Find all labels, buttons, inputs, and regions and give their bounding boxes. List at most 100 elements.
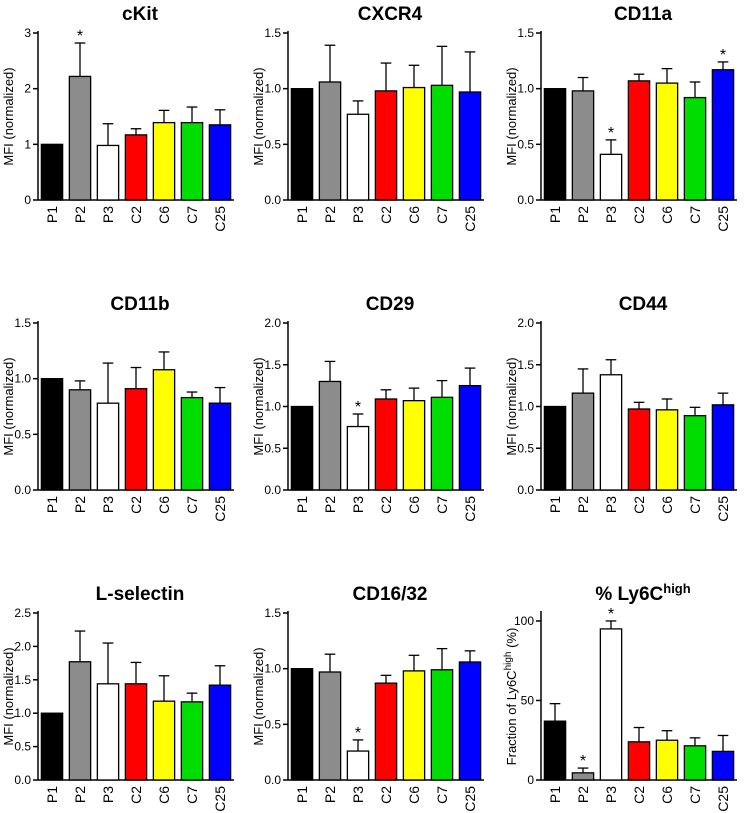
y-tick-label: 0.5 <box>14 740 31 754</box>
x-tick-label: C25 <box>462 786 478 812</box>
y-tick-label: 1.0 <box>264 82 281 96</box>
x-tick-label: C6 <box>659 496 675 514</box>
significance-marker: * <box>720 47 726 64</box>
y-tick-label: 0.0 <box>517 483 534 497</box>
x-tick-label: C2 <box>378 786 394 804</box>
bar-c7 <box>430 84 454 201</box>
x-tick-label: P3 <box>603 786 619 803</box>
x-tick-label: P3 <box>350 786 366 803</box>
x-tick-label: C25 <box>715 206 731 232</box>
y-tick-label: 1.0 <box>264 400 281 414</box>
bar-p1 <box>290 405 314 491</box>
x-tick-label: C25 <box>212 786 228 812</box>
x-tick-label: P3 <box>100 786 116 803</box>
x-tick-label: C6 <box>156 786 172 804</box>
bar-c7 <box>683 745 707 781</box>
y-tick-label: 0.5 <box>264 717 281 731</box>
y-axis-label: MFI (normalized) <box>1 357 16 455</box>
x-tick-label: C25 <box>212 496 228 522</box>
bar-c6 <box>655 82 679 201</box>
chart-title: L-selectin <box>96 584 185 605</box>
bar-p3 <box>346 750 370 781</box>
x-tick-label: C2 <box>378 206 394 224</box>
x-tick-label: P2 <box>575 206 591 223</box>
chart-panel-6: CD44 MFI (normalized) 0.0 0.5 1.0 1.5 2.0 P1 P2 P… <box>504 294 737 522</box>
x-tick-label: C2 <box>631 786 647 804</box>
bar-c25 <box>458 661 482 781</box>
bar-c2 <box>374 398 398 491</box>
significance-marker: * <box>355 399 361 416</box>
y-tick-label: 1.5 <box>517 26 534 40</box>
y-tick-label: 0.0 <box>14 773 31 787</box>
x-tick-label: P3 <box>100 496 116 513</box>
x-tick-label: P2 <box>322 206 338 223</box>
bar-c25 <box>458 91 482 201</box>
x-tick-label: P2 <box>322 786 338 803</box>
y-axis-label-superscript: high <box>503 652 514 671</box>
bar-p2 <box>318 380 342 491</box>
x-tick-label: C25 <box>462 496 478 522</box>
chart-panel-7: L-selectin MFI (normalized) 0.0 0.5 1.0 1.5 2.… <box>1 584 234 812</box>
bar-c7 <box>180 701 204 781</box>
bar-p3 <box>599 153 623 201</box>
x-tick-label: P1 <box>44 786 60 803</box>
bar-c6 <box>402 400 426 491</box>
y-tick-label: 2 <box>24 82 31 96</box>
bar-c6 <box>655 409 679 491</box>
chart-title-text: CD11b <box>110 294 169 315</box>
bar-p2 <box>68 389 92 491</box>
chart-panel-1: cKit MFI (normalized) 0 1 2 3 P1 * P2 P3 C2 C6 C7 C25 <box>1 4 234 232</box>
chart-title-text: cKit <box>122 4 159 25</box>
x-tick-label: C25 <box>462 206 478 232</box>
bar-p2 <box>571 392 595 491</box>
x-tick-label: P3 <box>350 496 366 513</box>
bar-p3 <box>346 113 370 201</box>
y-axis-label-text: MFI (normalized) <box>504 357 519 455</box>
chart-title-text: L-selectin <box>96 584 185 605</box>
bar-p1 <box>40 712 64 781</box>
bar-c25 <box>208 124 232 201</box>
x-tick-label: P1 <box>294 496 310 513</box>
x-tick-label: C25 <box>212 206 228 232</box>
bar-p3 <box>599 374 623 491</box>
x-tick-label: P3 <box>603 206 619 223</box>
x-tick-label: P3 <box>100 206 116 223</box>
bar-c2 <box>124 683 148 781</box>
x-tick-label: C7 <box>687 496 703 514</box>
y-axis-label: MFI (normalized) <box>1 67 16 165</box>
chart-title: % Ly6Chigh <box>595 581 690 605</box>
y-tick-label: 50 <box>521 693 535 707</box>
x-tick-label: P1 <box>44 206 60 223</box>
x-tick-label: C7 <box>687 206 703 224</box>
x-tick-label: C6 <box>156 496 172 514</box>
bar-c2 <box>374 682 398 781</box>
x-tick-label: C7 <box>687 786 703 804</box>
y-tick-label: 2.0 <box>517 316 534 330</box>
x-tick-label: C2 <box>128 206 144 224</box>
x-tick-label: P2 <box>72 786 88 803</box>
chart-panel-2: CXCR4 MFI (normalized) 0.0 0.5 1.0 1.5 P1 P2 P3 C… <box>251 4 484 232</box>
chart-title: CD16/32 <box>353 584 428 605</box>
bar-c7 <box>683 96 707 201</box>
y-tick-label: 1 <box>24 137 31 151</box>
bar-c2 <box>374 90 398 201</box>
chart-title-superscript: high <box>663 581 690 596</box>
y-tick-label: 0.0 <box>264 483 281 497</box>
bar-p2 <box>571 90 595 201</box>
y-axis-label-suffix: (%) <box>504 628 519 652</box>
y-tick-label: 1.5 <box>14 673 31 687</box>
bar-c25 <box>208 402 232 491</box>
y-tick-label: 2.5 <box>14 606 31 620</box>
chart-title: CD11a <box>614 4 673 25</box>
y-tick-label: 1.5 <box>264 606 281 620</box>
chart-panel-3: CD11a MFI (normalized) 0.0 0.5 1.0 1.5 P1 P2 * P3… <box>504 4 737 232</box>
x-tick-label: C7 <box>434 206 450 224</box>
y-axis-label-text: MFI (normalized) <box>251 357 266 455</box>
bar-p1 <box>543 405 567 491</box>
bar-p3 <box>96 144 120 201</box>
y-axis-label-text: MFI (normalized) <box>504 67 519 165</box>
x-tick-label: C2 <box>128 496 144 514</box>
x-tick-label: C7 <box>184 206 200 224</box>
